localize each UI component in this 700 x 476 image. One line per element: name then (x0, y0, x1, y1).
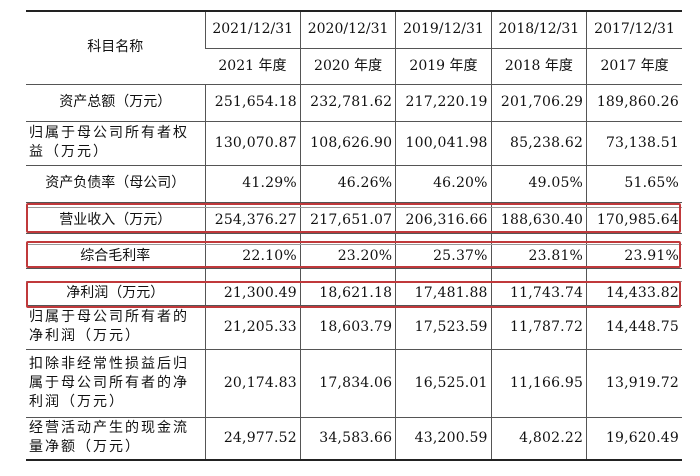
header-year: 2019 年度 (395, 48, 492, 85)
header-date: 2021/12/31 (204, 10, 301, 49)
table-row: 归属于母公司所有者权益（万元） 130,070.87 108,626.90 100,0… (26, 121, 682, 166)
cell-value: 23.91% (586, 244, 682, 269)
cell-value: 108,626.90 (299, 121, 396, 166)
cell-value: 41.29% (204, 165, 301, 203)
table-row: 资产负债率（母公司） 41.29% 46.26% 46.20% 49.05% 51.65% (26, 165, 682, 203)
cell-value: 254,376.27 (204, 207, 301, 234)
table-row: 扣除非经常性损益后归属于母公司所有者的净利润（万元） 20,174.83 17,83… (26, 349, 682, 418)
cell-value: 21,205.33 (204, 305, 301, 350)
cell-value: 217,220.19 (395, 84, 492, 122)
table-row: 净利润（万元） 21,300.49 18,621.18 17,481.88 11,743… (26, 281, 682, 306)
cell-value: 11,743.74 (490, 281, 587, 306)
table-row: 综合毛利率 22.10% 23.20% 25.37% 23.81% 23.91% (26, 244, 682, 269)
header-year: 2020 年度 (299, 48, 396, 85)
cell-value: 16,525.01 (395, 349, 492, 418)
cell-value: 17,481.88 (395, 281, 492, 306)
cell-value: 21,300.49 (204, 281, 301, 306)
cell-value: 188,630.40 (490, 207, 587, 234)
cell-value: 232,781.62 (299, 84, 396, 122)
row-label: 资产负债率（母公司） (26, 165, 205, 203)
cell-value: 170,985.64 (586, 207, 682, 234)
row-label: 净利润（万元） (26, 281, 205, 306)
cell-value: 17,834.06 (299, 349, 396, 418)
cell-value: 73,138.51 (586, 121, 682, 166)
table-row: 营业收入（万元） 254,376.27 217,651.07 206,316.66 18… (26, 207, 682, 234)
cell-value: 18,621.18 (299, 281, 396, 306)
cell-value: 23.20% (299, 244, 396, 269)
cell-value: 49.05% (490, 165, 587, 203)
cell-value: 4,802.22 (490, 417, 587, 461)
cell-value: 43,200.59 (395, 417, 492, 461)
cell-value: 100,041.98 (395, 121, 492, 166)
header-year: 2017 年度 (586, 48, 682, 85)
cell-value: 24,977.52 (204, 417, 301, 461)
cell-value: 46.20% (395, 165, 492, 203)
row-spacer (26, 233, 682, 245)
cell-value: 22.10% (204, 244, 301, 269)
cell-value: 34,583.66 (299, 417, 396, 461)
header-date: 2019/12/31 (395, 10, 492, 49)
row-label: 归属于母公司所有者的净利润（万元） (26, 305, 205, 350)
cell-value: 20,174.83 (204, 349, 301, 418)
header-date: 2017/12/31 (586, 10, 682, 49)
header-date: 2018/12/31 (490, 10, 587, 49)
cell-value: 18,603.79 (299, 305, 396, 350)
cell-value: 25.37% (395, 244, 492, 269)
cell-value: 46.26% (299, 165, 396, 203)
cell-value: 11,787.72 (490, 305, 587, 350)
header-label: 科目名称 (26, 10, 205, 85)
row-spacer (26, 268, 682, 282)
cell-value: 14,448.75 (586, 305, 682, 350)
table-row: 归属于母公司所有者的净利润（万元） 21,205.33 18,603.79 17,52… (26, 305, 682, 350)
row-label: 扣除非经常性损益后归属于母公司所有者的净利润（万元） (26, 349, 205, 418)
header-year: 2021 年度 (205, 48, 301, 85)
row-label: 经营活动产生的现金流量净额（万元） (26, 417, 205, 461)
cell-value: 189,860.26 (586, 84, 682, 122)
cell-value: 251,654.18 (204, 84, 301, 122)
row-label: 资产总额（万元） (26, 84, 205, 122)
cell-value: 14,433.82 (586, 281, 682, 306)
row-label: 营业收入（万元） (26, 207, 205, 234)
cell-value: 19,620.49 (586, 417, 682, 461)
table-row: 资产总额（万元） 251,654.18 232,781.62 217,220.19 20… (26, 84, 682, 122)
header-row-years: 2021 年度 2020 年度 2019 年度 2018 年度 2017 年度 (26, 48, 682, 85)
header-date: 2020/12/31 (299, 10, 396, 49)
cell-value: 206,316.66 (395, 207, 492, 234)
cell-value: 11,166.95 (490, 349, 587, 418)
row-label: 归属于母公司所有者权益（万元） (26, 121, 205, 166)
header-row-dates: 科目名称 2021/12/31 2020/12/31 2019/12/31 20… (26, 10, 682, 85)
cell-value: 85,238.62 (490, 121, 587, 166)
cell-value: 51.65% (586, 165, 682, 203)
cell-value: 217,651.07 (299, 207, 396, 234)
header-year: 2018 年度 (490, 48, 587, 85)
cell-value: 130,070.87 (204, 121, 301, 166)
financial-table: 科目名称 2021/12/31 2020/12/31 2019/12/31 20… (26, 10, 682, 461)
row-label: 综合毛利率 (26, 244, 205, 269)
cell-value: 23.81% (490, 244, 587, 269)
cell-value: 17,523.59 (395, 305, 492, 350)
cell-value: 201,706.29 (490, 84, 587, 122)
table-row: 经营活动产生的现金流量净额（万元） 24,977.52 34,583.66 43,20… (26, 417, 682, 461)
cell-value: 13,919.72 (586, 349, 682, 418)
